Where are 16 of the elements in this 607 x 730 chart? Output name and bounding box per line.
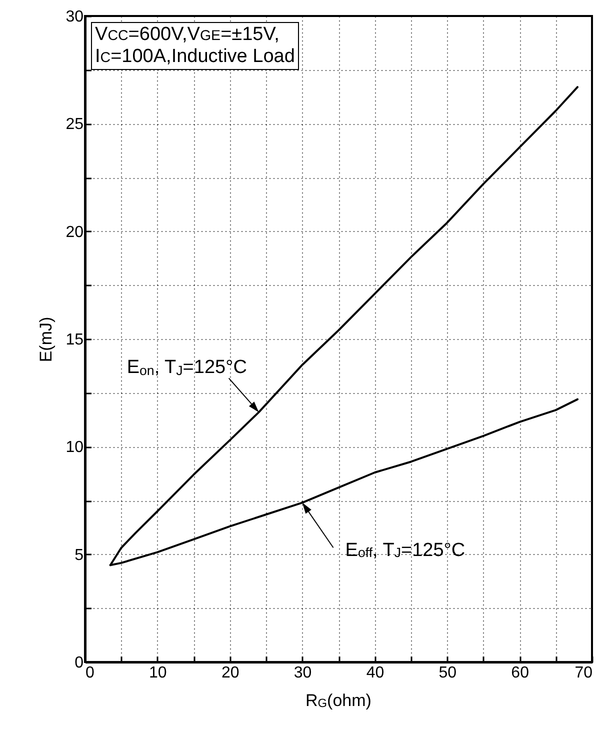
y-tick-label: 15	[66, 332, 84, 348]
y-axis-title: E(mJ)	[36, 316, 56, 362]
y-tick-label: 5	[74, 546, 84, 564]
x-tick-label: 20	[221, 664, 240, 682]
x-tick-label: 60	[511, 664, 530, 682]
y-tick-label: 30	[66, 8, 84, 26]
x-tick-label: 40	[366, 664, 384, 682]
y-tick-label: 25	[66, 116, 84, 134]
y-tick-label: 10	[66, 439, 84, 456]
x-tick-label: 30	[294, 664, 312, 682]
x-tick-label: 70	[574, 664, 593, 682]
x-axis-title: R$_{G}$(ohm)	[306, 691, 372, 711]
x-tick-label: 10	[149, 664, 167, 682]
y-tick-label: 20	[66, 224, 84, 241]
x-tick-label: 0	[86, 664, 94, 682]
x-tick-label: 50	[438, 664, 457, 682]
